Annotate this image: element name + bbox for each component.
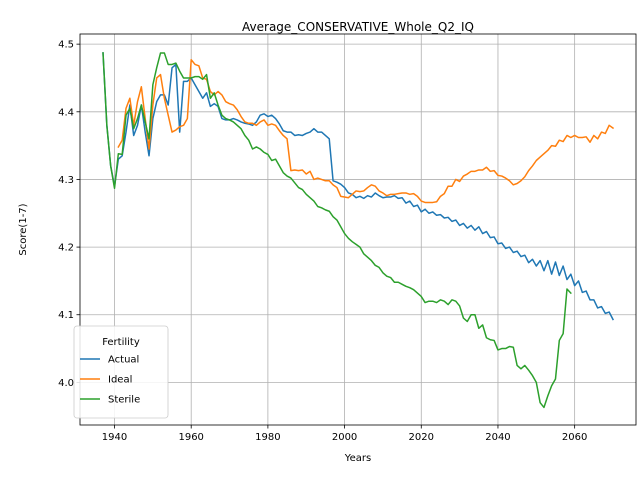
plot-frame: [79, 33, 637, 426]
y-tick-label: 4.3: [58, 175, 74, 186]
series-layer: [102, 52, 615, 409]
y-tick-label: 4.5: [58, 40, 74, 51]
x-tick-label: 2060: [562, 432, 587, 443]
legend-title: Fertility: [102, 337, 140, 348]
legend-label-actual: Actual: [108, 355, 139, 366]
y-axis-label: Score(1-7): [18, 203, 29, 255]
x-tick-label: 1980: [255, 432, 280, 443]
series-line-actual: [102, 52, 615, 321]
x-tick-label: 1960: [178, 432, 203, 443]
x-tick-label: 2020: [409, 432, 434, 443]
legend-label-sterile: Sterile: [108, 395, 140, 406]
y-tick-label: 4.2: [58, 243, 74, 254]
legend: Fertility Actual Ideal Sterile: [73, 325, 169, 419]
x-tick-label: 2040: [485, 432, 510, 443]
series-line-sterile: [102, 52, 572, 409]
chart-title: Average_CONSERVATIVE_Whole_Q2_IQ: [242, 20, 474, 34]
grid-lines: [80, 34, 636, 425]
legend-entries: Actual Ideal Sterile: [80, 355, 140, 406]
y-tick-label: 4.4: [58, 107, 74, 118]
x-axis-label: Years: [344, 453, 371, 464]
x-axis-ticks: 1940 1960 1980 2000 2020 2040 2060: [102, 425, 587, 443]
legend-box: [73, 325, 169, 419]
legend-label-ideal: Ideal: [108, 375, 132, 386]
x-tick-label: 2000: [332, 432, 357, 443]
y-tick-label: 4.1: [58, 310, 74, 321]
series-line-ideal: [117, 58, 615, 204]
y-tick-label: 4.0: [58, 378, 74, 389]
x-tick-label: 1940: [102, 432, 127, 443]
